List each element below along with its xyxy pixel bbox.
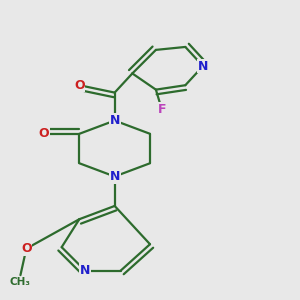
- Text: O: O: [39, 127, 49, 140]
- Text: N: N: [198, 60, 208, 73]
- Text: N: N: [110, 114, 120, 127]
- Text: N: N: [80, 264, 90, 277]
- Text: CH₃: CH₃: [10, 277, 31, 286]
- Text: O: O: [74, 79, 85, 92]
- Text: O: O: [21, 242, 32, 255]
- Text: N: N: [110, 170, 120, 183]
- Text: F: F: [158, 103, 166, 116]
